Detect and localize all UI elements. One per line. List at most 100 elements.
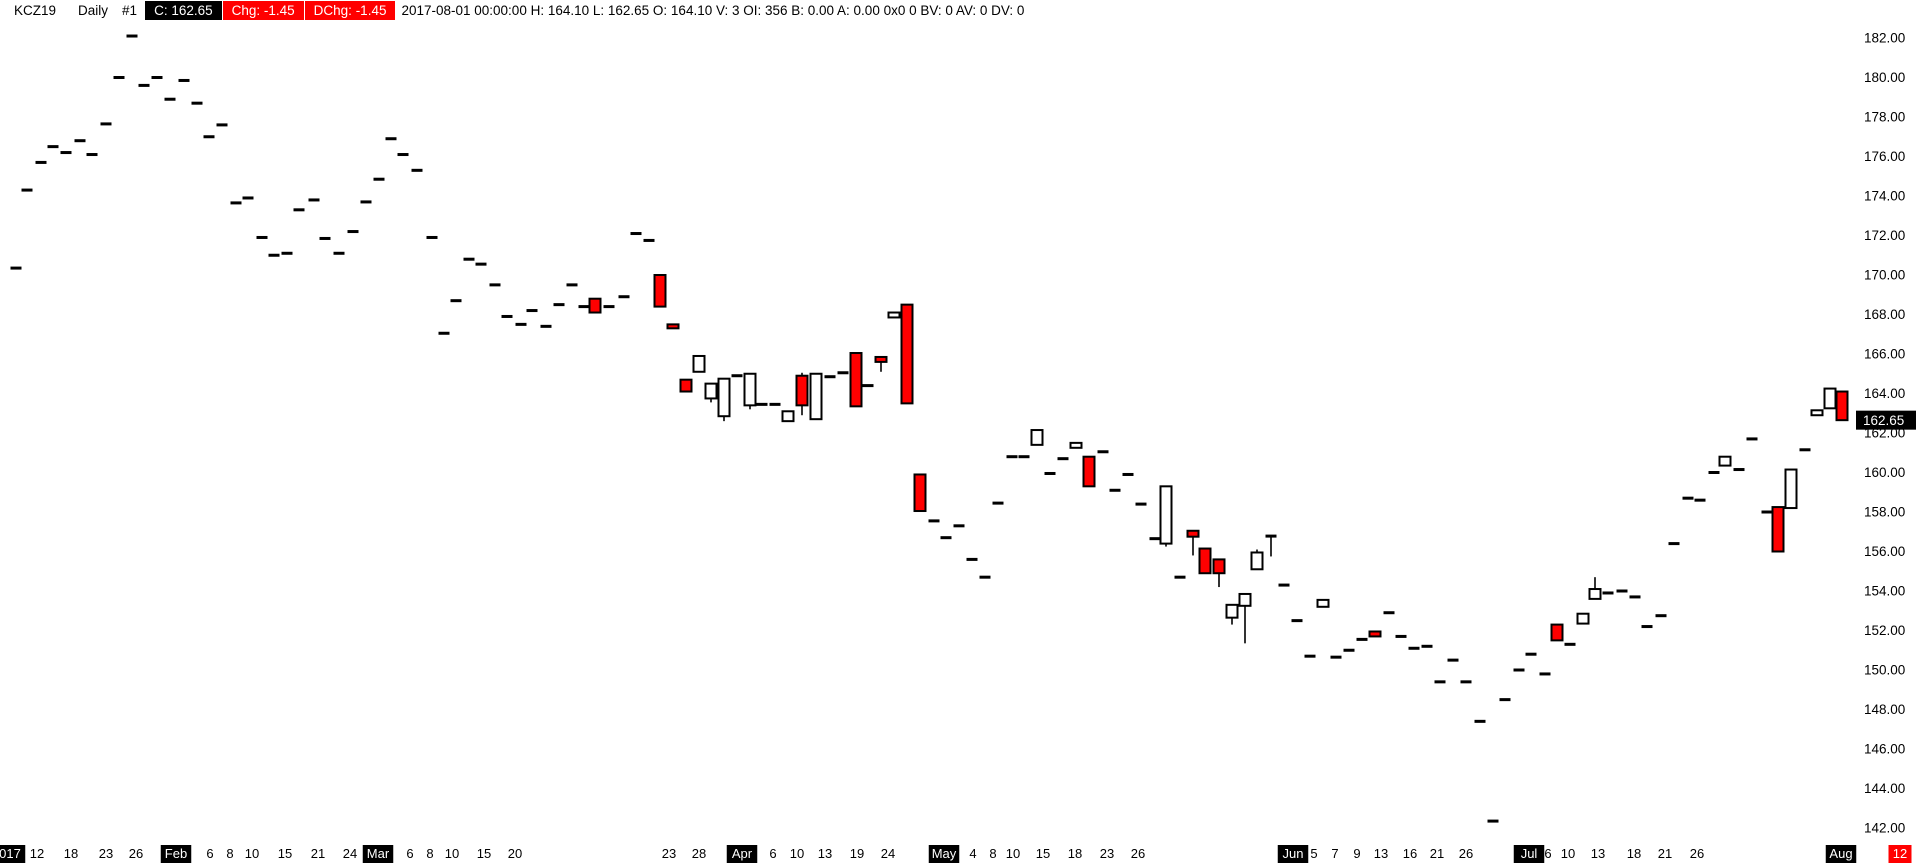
- candle-dash-bar: [1733, 468, 1745, 472]
- candle-down-body: [1368, 630, 1382, 638]
- x-axis-month-text: 017: [0, 846, 21, 861]
- candle-dash-bar: [1525, 652, 1537, 656]
- candle-dash-bar: [1383, 611, 1395, 615]
- x-axis-date-label: 8: [426, 846, 433, 861]
- chart-number-label: #1: [122, 3, 138, 18]
- last-price-tag-text: 162.65: [1863, 413, 1904, 428]
- candle-down-body: [849, 352, 863, 408]
- y-axis-tick-label: 168.00: [1864, 307, 1905, 322]
- candle-dash-bar: [373, 177, 385, 181]
- candle-dash-bar: [1135, 502, 1147, 506]
- candle-dash-bar: [385, 137, 397, 141]
- candle-down-body: [1082, 455, 1096, 488]
- x-axis-date-label: 7: [1331, 846, 1338, 861]
- candle-dash-bar: [1057, 457, 1069, 461]
- x-axis-date-label: 21: [311, 846, 325, 861]
- x-axis-date-label: 15: [477, 846, 491, 861]
- candle-dash-bar: [100, 122, 112, 126]
- x-axis-month-text: Mar: [367, 846, 390, 861]
- y-axis-tick-label: 180.00: [1864, 70, 1905, 85]
- x-axis-date-label: 26: [129, 846, 143, 861]
- y-axis-tick-label: 172.00: [1864, 228, 1905, 243]
- x-axis-date-label: 23: [99, 846, 113, 861]
- x-axis-month-box: [0, 845, 26, 863]
- candle-dash-bar: [540, 324, 552, 328]
- candle-dash-bar: [10, 266, 22, 270]
- x-axis-date-label: 15: [278, 846, 292, 861]
- candle-up-body: [781, 410, 795, 423]
- x-axis-date-label: 18: [64, 846, 78, 861]
- candle-dash-bar: [731, 374, 743, 378]
- x-axis-date-label: 13: [1591, 846, 1605, 861]
- candle-dash-bar: [1539, 672, 1551, 676]
- candle-down-body: [666, 323, 680, 330]
- candle-dash-bar: [74, 139, 86, 143]
- candle-dash-bar: [603, 305, 615, 309]
- candle-up-body: [1316, 598, 1330, 608]
- candle-dash-bar: [475, 262, 487, 266]
- candle-dash-bar: [1761, 510, 1773, 514]
- candle-down-body: [900, 303, 914, 405]
- last-close-badge: C: 162.65: [145, 1, 222, 20]
- candle-dash-bar: [1708, 471, 1720, 474]
- candle-dash-bar: [268, 253, 280, 257]
- x-axis-date-label: 8: [989, 846, 996, 861]
- candle-dash-bar: [438, 331, 450, 335]
- candle-dash-bar: [463, 257, 475, 261]
- candle-dash-bar: [1641, 625, 1653, 629]
- candle-up-body: [1576, 612, 1590, 625]
- y-axis-tick-label: 148.00: [1864, 702, 1905, 717]
- candle-dash-bar: [643, 238, 655, 242]
- candle-down-body: [874, 355, 888, 363]
- x-axis-date-label: 26: [1459, 846, 1473, 861]
- x-axis-month-box: [362, 845, 394, 863]
- candle-up-body: [1718, 455, 1732, 467]
- candle-dash-bar: [1122, 472, 1134, 476]
- y-axis-tick-label: 142.00: [1864, 821, 1905, 836]
- candle-dash-bar: [47, 145, 59, 149]
- candle-dash-bar: [1408, 646, 1420, 650]
- x-axis-date-label: 16: [1403, 846, 1417, 861]
- y-axis-tick-label: 152.00: [1864, 623, 1905, 638]
- x-axis-date-label: 24: [343, 846, 357, 861]
- x-axis-month-text: May: [932, 846, 957, 861]
- x-axis-date-label: 26: [1690, 846, 1704, 861]
- y-axis-tick-label: 160.00: [1864, 465, 1905, 480]
- candle-dash-bar: [397, 153, 409, 157]
- candle-dash-bar: [489, 283, 501, 287]
- candle-dash-bar: [1278, 583, 1290, 587]
- candle-up-body: [887, 311, 901, 319]
- candle-dash-bar: [319, 236, 331, 240]
- x-axis-date-label: 26: [1131, 846, 1145, 861]
- candle-dash-bar: [1304, 654, 1316, 658]
- candle-dash-bar: [953, 524, 965, 528]
- candle-dash-bar: [1499, 698, 1511, 702]
- x-axis-date-label: 15: [1036, 846, 1050, 861]
- candle-dash-bar: [1109, 488, 1121, 492]
- candle-up-body: [1159, 485, 1173, 545]
- candle-dash-bar: [979, 575, 991, 579]
- x-axis-month-text: Jun: [1283, 846, 1304, 861]
- x-axis-date-label: 10: [790, 846, 804, 861]
- candle-dash-bar: [630, 232, 642, 236]
- candle-dash-bar: [940, 536, 952, 540]
- last-price-tag: [1856, 410, 1916, 430]
- candle-dash-bar: [824, 375, 836, 379]
- y-axis-tick-label: 176.00: [1864, 149, 1905, 164]
- candle-dash-bar: [992, 501, 1004, 505]
- y-axis-tick-label: 164.00: [1864, 386, 1905, 401]
- candle-down-body: [653, 274, 667, 308]
- candle-up-body: [692, 354, 706, 373]
- candle-dash-bar: [1265, 534, 1277, 538]
- candle-up-body: [1069, 441, 1083, 449]
- x-axis-month-text: Aug: [1829, 846, 1852, 861]
- candle-dash-bar: [293, 208, 305, 212]
- y-axis-tick-label: 144.00: [1864, 781, 1905, 796]
- y-axis-tick-label: 170.00: [1864, 268, 1905, 283]
- y-axis-tick-label: 156.00: [1864, 544, 1905, 559]
- x-axis-month-box: [1825, 845, 1857, 863]
- x-axis-month-box: [1513, 845, 1545, 863]
- x-axis-alert-text: 12: [1893, 846, 1907, 861]
- x-axis-date-label: 20: [508, 846, 522, 861]
